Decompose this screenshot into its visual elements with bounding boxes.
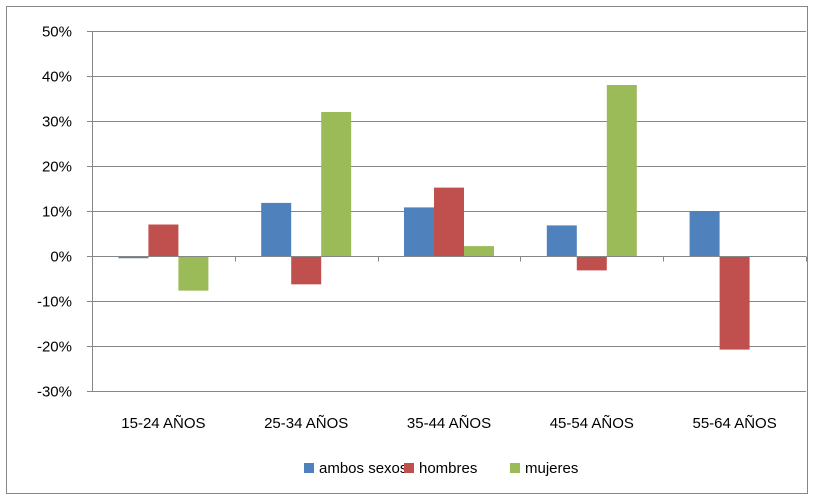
y-tick-label: -20% xyxy=(37,339,72,356)
bar xyxy=(404,207,434,256)
y-tick-label: 50% xyxy=(42,24,72,41)
legend-swatch xyxy=(404,463,414,473)
bar xyxy=(291,256,322,285)
legend-label: ambos sexos xyxy=(319,460,407,477)
bar xyxy=(689,211,720,256)
bar xyxy=(719,256,750,350)
y-tick-label: -30% xyxy=(37,384,72,401)
y-tick-label: -10% xyxy=(37,294,72,311)
bar xyxy=(576,256,607,271)
x-tick-label: 25-34 AÑOS xyxy=(264,415,348,432)
legend-label: mujeres xyxy=(525,460,578,477)
bar xyxy=(606,85,637,256)
y-tick-label: 10% xyxy=(42,204,72,221)
y-tick-label: 20% xyxy=(42,159,72,176)
x-tick-label: 35-44 AÑOS xyxy=(407,415,491,432)
bar xyxy=(321,112,352,256)
bar xyxy=(434,187,464,256)
y-tick-label: 40% xyxy=(42,69,72,86)
legend-label: hombres xyxy=(419,460,477,477)
y-tick-label: 30% xyxy=(42,114,72,131)
bar xyxy=(464,246,494,256)
bar xyxy=(546,225,577,256)
legend-swatch xyxy=(304,463,314,473)
x-tick-label: 15-24 AÑOS xyxy=(121,415,205,432)
bar xyxy=(118,256,149,259)
legend-swatch xyxy=(510,463,520,473)
bar xyxy=(148,224,179,256)
bar xyxy=(261,202,292,256)
bar xyxy=(178,256,209,291)
x-tick-label: 55-64 AÑOS xyxy=(692,415,776,432)
x-tick-label: 45-54 AÑOS xyxy=(550,415,634,432)
y-tick-label: 0% xyxy=(50,249,72,266)
